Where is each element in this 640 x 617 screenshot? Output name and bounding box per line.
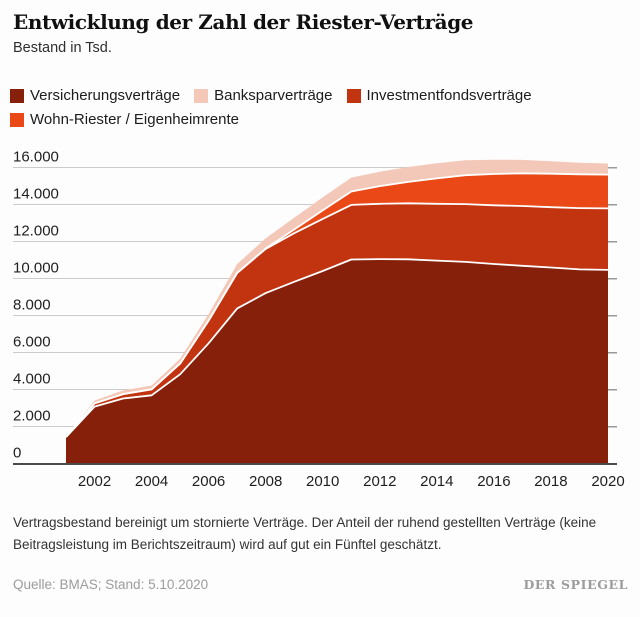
area-versicherungsvertraege	[66, 259, 608, 463]
x-axis-label-2006: 2006	[192, 473, 225, 490]
legend-swatch-versicherungsvertraege	[10, 88, 24, 103]
x-axis-label-2020: 2020	[591, 473, 624, 490]
area-wohn-riester	[66, 173, 608, 438]
y-axis-label-4000: 4.000	[13, 371, 51, 388]
stacked-area-chart: 0 2.000 4.000 6.000 8.000 10.000 12.000 14.000 1…	[13, 149, 625, 490]
source-label: Quelle: BMAS; Stand: 5.10.2020	[13, 577, 209, 592]
x-axis-label-2008: 2008	[249, 473, 282, 490]
legend-label-versicherungsvertraege: Versicherungsverträge	[30, 87, 181, 104]
x-axis-label-2018: 2018	[534, 473, 567, 490]
x-axis-label-2012: 2012	[363, 473, 396, 490]
legend-item-investmentfondsvertraege: Investmentfondsverträge	[346, 87, 532, 104]
legend-swatch-investmentfondsvertraege	[346, 88, 361, 103]
footnote: Vertragsbestand bereinigt um stornierte …	[13, 515, 597, 552]
der-spiegel-logo: DER SPIEGEL	[523, 577, 628, 592]
legend-label-investmentfondsvertraege: Investmentfondsverträge	[366, 87, 532, 104]
legend-swatch-banksparvertraege	[194, 88, 209, 103]
y-axis-label-8000: 8.000	[13, 297, 51, 314]
legend-label-wohn-riester: Wohn-Riester / Eigenheimrente	[30, 111, 239, 128]
x-axis-label-2016: 2016	[477, 473, 510, 490]
y-axis-label-6000: 6.000	[13, 334, 51, 351]
chart-subtitle: Bestand in Tsd.	[13, 40, 112, 56]
y-axis-label-0: 0	[13, 445, 21, 462]
legend-item-versicherungsvertraege: Versicherungsverträge	[10, 87, 180, 104]
y-axis-label-10000: 10.000	[13, 260, 59, 277]
source-row: Quelle: BMAS; Stand: 5.10.2020 DER SPIEG…	[13, 577, 628, 592]
y-axis-label-14000: 14.000	[13, 186, 59, 203]
legend-label-banksparvertraege: Banksparverträge	[214, 87, 333, 104]
legend-item-banksparvertraege: Banksparverträge	[194, 87, 333, 104]
x-axis-label-2004: 2004	[135, 473, 168, 490]
x-axis-label-2014: 2014	[420, 473, 453, 490]
series-separator-versicherungsvertraege	[65, 258, 609, 438]
series-separator-wohn-riester	[65, 172, 609, 438]
y-axis-label-12000: 12.000	[13, 223, 59, 240]
chart-title: Entwicklung der Zahl der Riester-Verträg…	[13, 10, 474, 34]
legend-swatch-wohn-riester	[10, 112, 24, 127]
y-axis-label-2000: 2.000	[13, 408, 51, 425]
legend: Versicherungsverträge Banksparverträge Inv…	[10, 87, 632, 128]
legend-item-wohn-riester: Wohn-Riester / Eigenheimrente	[10, 111, 239, 128]
x-axis-label-2002: 2002	[78, 473, 111, 490]
y-axis-label-16000: 16.000	[13, 149, 59, 166]
x-axis-label-2010: 2010	[306, 473, 339, 490]
